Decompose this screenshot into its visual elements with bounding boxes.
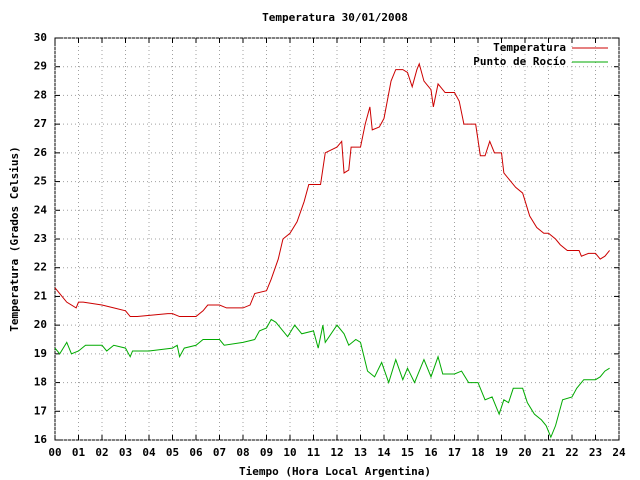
- y-tick-label: 26: [34, 146, 48, 159]
- y-tick-label: 25: [34, 175, 47, 188]
- y-axis-label: Temperatura (Grados Celsius): [8, 146, 21, 331]
- series-line: [54, 318, 610, 439]
- y-tick-label: 27: [34, 117, 47, 130]
- x-tick-label: 11: [307, 446, 321, 459]
- y-tick-label: 23: [34, 232, 47, 245]
- x-tick-label: 07: [213, 446, 226, 459]
- x-tick-label: 24: [612, 446, 626, 459]
- y-tick-label: 16: [34, 433, 48, 446]
- x-tick-label: 14: [377, 446, 391, 459]
- x-tick-label: 18: [471, 446, 484, 459]
- x-tick-label: 00: [48, 446, 61, 459]
- x-tick-label: 01: [72, 446, 86, 459]
- x-tick-label: 08: [236, 446, 249, 459]
- x-tick-label: 23: [589, 446, 602, 459]
- y-tick-label: 29: [34, 60, 47, 73]
- y-tick-label: 19: [34, 347, 47, 360]
- y-tick-label: 18: [34, 376, 47, 389]
- series-line: [54, 62, 610, 318]
- x-tick-label: 16: [424, 446, 438, 459]
- y-tick-label: 28: [34, 88, 47, 101]
- y-tick-label: 21: [34, 289, 48, 302]
- x-tick-label: 22: [565, 446, 578, 459]
- x-axis-label: Tiempo (Hora Local Argentina): [239, 465, 431, 478]
- x-tick-label: 04: [142, 446, 156, 459]
- y-tick-label: 24: [34, 203, 48, 216]
- x-tick-label: 13: [354, 446, 367, 459]
- y-tick-label: 17: [34, 404, 47, 417]
- x-tick-label: 20: [518, 446, 531, 459]
- x-tick-label: 02: [95, 446, 108, 459]
- y-tick-label: 22: [34, 261, 47, 274]
- y-tick-label: 20: [34, 318, 47, 331]
- x-tick-label: 10: [283, 446, 296, 459]
- x-tick-label: 06: [189, 446, 203, 459]
- x-tick-label: 15: [401, 446, 414, 459]
- chart-title: Temperatura 30/01/2008: [262, 11, 408, 24]
- x-tick-label: 12: [330, 446, 343, 459]
- x-tick-label: 03: [119, 446, 132, 459]
- x-tick-label: 17: [448, 446, 461, 459]
- x-tick-label: 21: [542, 446, 556, 459]
- x-tick-label: 09: [260, 446, 273, 459]
- x-tick-label: 05: [166, 446, 179, 459]
- y-tick-label: 30: [34, 31, 47, 44]
- x-tick-label: 19: [495, 446, 508, 459]
- legend-label: Punto de Rocío: [473, 55, 566, 68]
- legend-label: Temperatura: [493, 41, 566, 54]
